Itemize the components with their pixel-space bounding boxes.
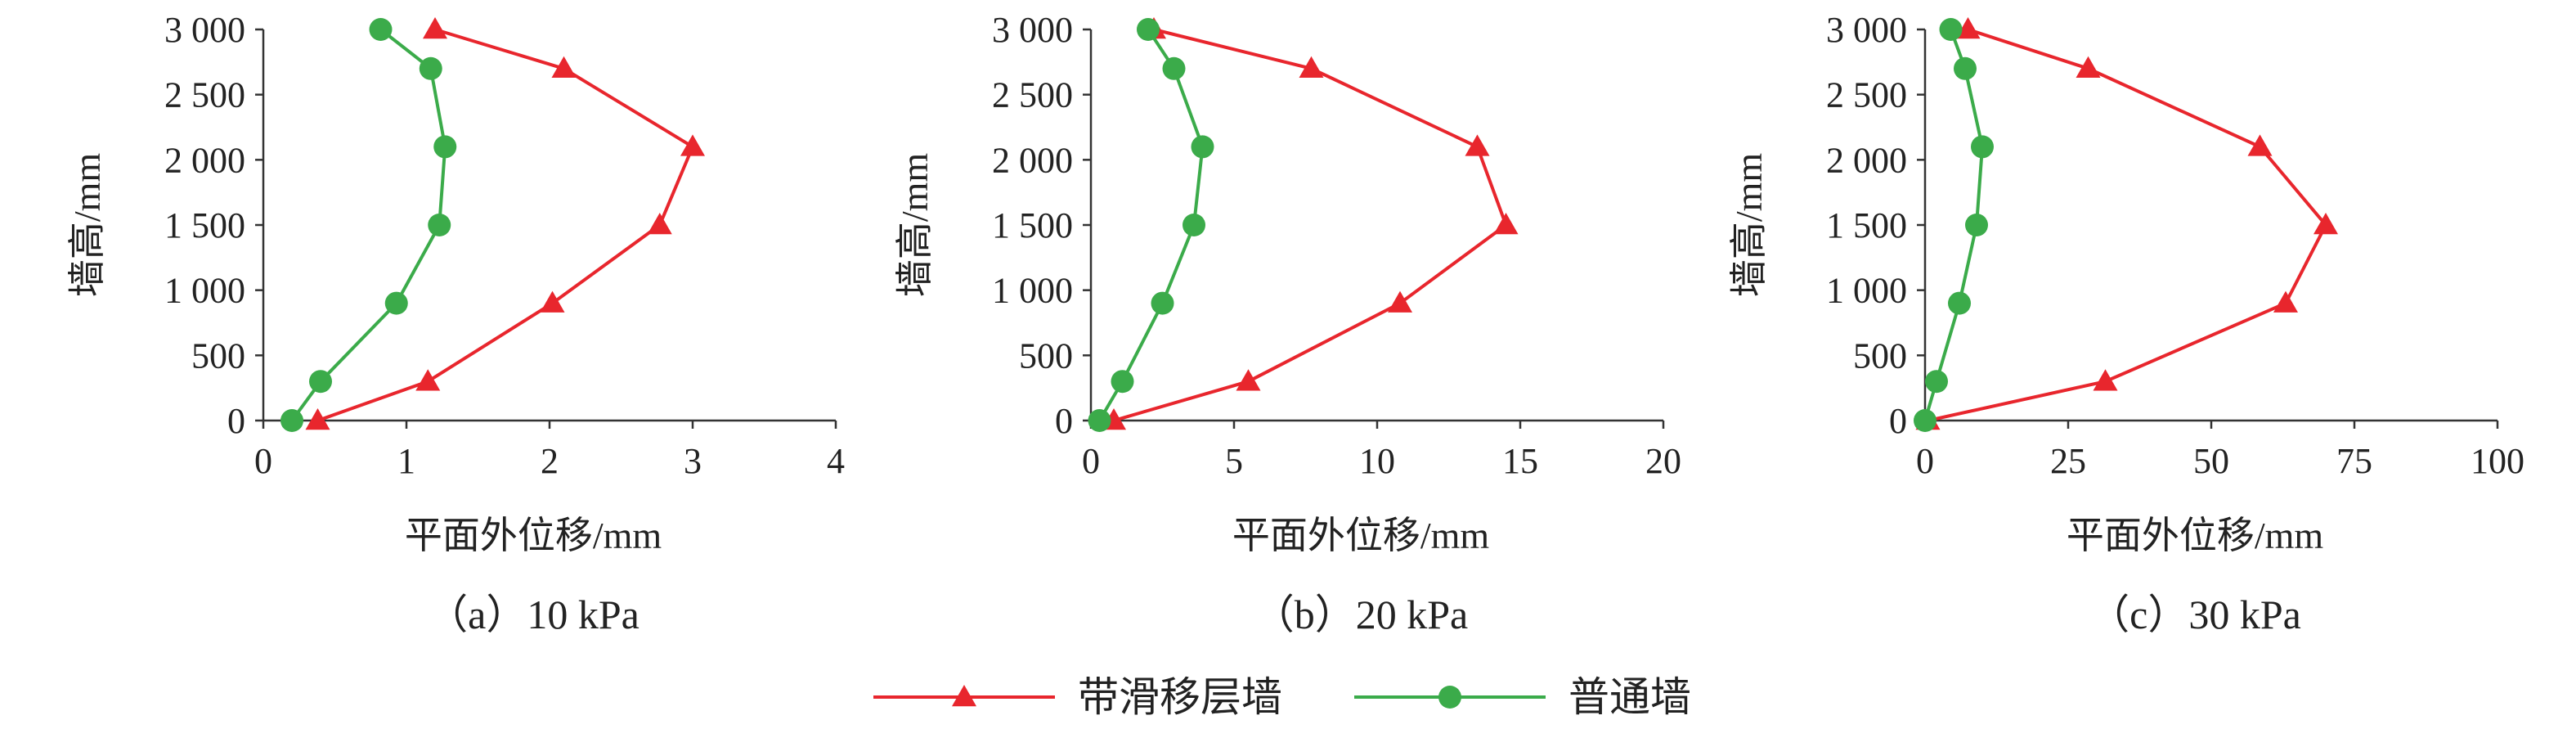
x-tick-label: 0 [1082,441,1100,481]
y-axis-label: 墙高/mm [66,153,108,298]
triangle-marker [1955,17,1981,39]
x-tick-label: 20 [1645,441,1681,481]
x-axis-label: 平面外位移/mm [405,515,662,556]
circle-marker [433,135,457,159]
y-tick-label: 2 000 [992,140,1073,180]
circle-marker [1151,291,1174,315]
x-tick-label: 100 [2471,441,2524,481]
y-tick-label: 2 000 [164,140,245,180]
triangle-marker [2313,213,2338,235]
y-axis-label: 墙高/mm [894,153,936,298]
triangle-marker [647,213,672,235]
triangle-marker [2093,369,2118,391]
triangle-marker [2273,290,2298,313]
x-tick-label: 3 [684,441,702,481]
x-tick-label: 25 [2050,441,2086,481]
y-tick-label: 1 000 [992,271,1073,311]
circle-marker [1925,370,1948,394]
circle-marker [1438,686,1461,709]
triangle-marker [952,685,976,707]
series-line [1113,28,1508,422]
caption: （c）30 kPa [2089,592,2301,637]
legend-label: 普通墙 [1568,674,1691,720]
subplot: 0 500 1 000 1 500 2 000 2 500 3 000 0 25 50 75 100 平… [1728,10,2524,637]
x-tick-label: 1 [397,441,415,481]
circle-marker [1183,214,1205,236]
triangle-marker [2076,56,2101,79]
circle-marker [1954,56,1977,80]
triangle-marker [1236,369,1261,391]
circle-marker [1191,135,1214,159]
y-tick-label: 3 000 [1826,10,1907,50]
y-tick-label: 1 000 [1826,271,1907,311]
circle-marker [1948,291,1971,315]
y-tick-label: 0 [1055,401,1073,441]
triangle-marker [1465,134,1490,156]
y-axis-label: 墙高/mm [1728,153,1770,298]
circle-marker [1137,18,1160,41]
circle-marker [1111,370,1134,394]
y-tick-label: 2 500 [1826,75,1907,115]
triangle-marker [1299,56,1324,79]
y-tick-label: 3 000 [164,10,245,50]
x-axis-label: 平面外位移/mm [1232,515,1490,556]
y-tick-label: 3 000 [992,10,1073,50]
circle-marker [1971,135,1994,159]
circle-marker [1939,18,1963,41]
x-tick-label: 15 [1502,441,1538,481]
y-tick-label: 1 500 [992,205,1073,245]
series-line [290,28,447,422]
triangle-marker [1493,213,1519,235]
y-tick-label: 1 000 [164,271,245,311]
triangle-marker [423,17,447,39]
x-tick-label: 4 [827,441,845,481]
caption: （b）20 kPa [1254,592,1469,637]
x-tick-label: 0 [254,441,272,481]
triangle-marker [2247,134,2273,156]
subplot: 0 500 1 000 1 500 2 000 2 500 3 000 0 5 10 15 20 平面外… [894,10,1681,637]
circle-marker [428,214,451,236]
circle-marker [1914,409,1936,432]
subplot: 0 500 1 000 1 500 2 000 2 500 3 000 0 1 2 3 4 平面外位移/… [66,10,845,637]
triangle-marker [1388,290,1412,313]
circle-marker [309,370,332,394]
circle-marker [1088,409,1111,432]
circle-marker [419,56,442,80]
triangle-marker [551,56,577,79]
x-axis-label: 平面外位移/mm [2067,515,2324,556]
triangle-marker [415,369,441,391]
legend-label: 带滑移层墙 [1078,674,1282,720]
circle-marker [369,18,393,41]
circle-marker [280,409,303,432]
y-tick-label: 0 [227,401,245,441]
y-tick-label: 500 [1853,335,1907,376]
x-tick-label: 0 [1916,441,1934,481]
y-tick-label: 500 [1019,335,1073,376]
y-tick-label: 500 [191,335,245,376]
series-line [316,28,695,422]
legend: 带滑移层墙 普通墙 [873,674,1691,720]
y-tick-label: 2 000 [1826,140,1907,180]
y-tick-label: 1 500 [164,205,245,245]
circle-marker [384,291,408,315]
triangle-marker [305,408,330,430]
x-tick-label: 50 [2193,441,2229,481]
circle-marker [1162,56,1186,80]
caption: （a）10 kPa [427,592,640,637]
triangle-marker [680,134,705,156]
y-tick-label: 2 500 [992,75,1073,115]
y-tick-label: 0 [1889,401,1907,441]
y-tick-label: 2 500 [164,75,245,115]
triangle-marker [540,290,565,313]
x-tick-label: 2 [541,441,559,481]
x-tick-label: 5 [1225,441,1243,481]
x-tick-label: 10 [1359,441,1395,481]
x-tick-label: 75 [2336,441,2372,481]
circle-marker [1965,214,1988,236]
y-tick-label: 1 500 [1826,205,1907,245]
